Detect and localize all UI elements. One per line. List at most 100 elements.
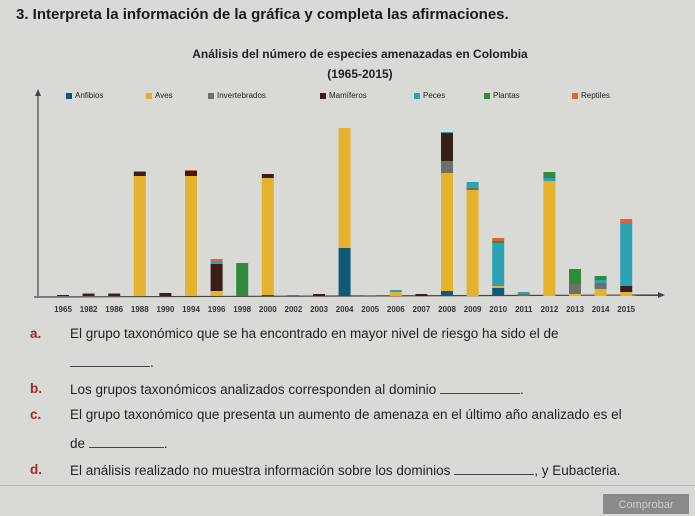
x-tick-label: 2008: [438, 305, 456, 314]
legend-item: Aves: [146, 91, 208, 100]
question-title: 3. Interpreta la información de la gráfi…: [16, 6, 509, 23]
bar-segment-peces: [492, 243, 505, 286]
bar-segment-plantas: [594, 276, 607, 280]
bar-segment-peces: [210, 261, 223, 264]
bar-segment-anfibios: [261, 295, 274, 296]
x-tick-label: 2015: [617, 305, 635, 314]
bar-segment-mamíferos: [159, 293, 172, 296]
x-tick-label: 1990: [157, 305, 175, 314]
x-tick-label: 2010: [489, 305, 507, 314]
bar-segment-mamíferos: [620, 286, 633, 292]
question-text: de: [70, 436, 86, 451]
x-tick-label: 2002: [285, 305, 303, 314]
x-tick-label: 2003: [310, 305, 328, 314]
bar-segment-invertebrados: [466, 188, 479, 190]
x-tick-label: 1986: [105, 305, 123, 314]
bar-segment-anfibios: [338, 248, 351, 296]
legend-swatch: [146, 92, 152, 99]
punct: .: [163, 436, 168, 451]
bar-segment-plantas: [543, 172, 556, 178]
bar-segment-reptiles: [185, 170, 197, 171]
bar-segment-aves: [441, 173, 453, 291]
x-tick-label: 1994: [182, 305, 200, 314]
legend-swatch: [484, 92, 490, 99]
bar-segment-aves: [389, 292, 402, 296]
x-axis-arrow: [658, 292, 665, 298]
legend-swatch: [66, 92, 72, 99]
x-tick-label: 1982: [80, 305, 98, 314]
bar-segment-invertebrados: [569, 284, 581, 294]
bar-segment-plantas: [492, 241, 505, 243]
x-tick-label: 2009: [464, 305, 482, 314]
bar-segment-invertebrados: [594, 283, 607, 289]
legend-label: Peces: [423, 91, 446, 100]
answer-d-blank[interactable]: [454, 462, 535, 475]
divider: [0, 485, 695, 486]
legend-label: Aves: [155, 91, 173, 100]
bar-segment-aves: [466, 190, 479, 296]
legend-item: Plantas: [484, 91, 572, 100]
legend-item: Invertebrados: [208, 91, 320, 100]
legend-item: Peces: [414, 91, 484, 100]
question-letter: b.: [30, 381, 42, 396]
punct: .: [150, 355, 154, 370]
bar-segment-peces: [466, 182, 479, 188]
answer-c-blank[interactable]: [88, 435, 164, 448]
legend-swatch: [320, 92, 326, 99]
bar-segment-mamíferos: [415, 294, 428, 296]
check-button[interactable]: Comprobar: [603, 494, 689, 514]
legend-label: Mamíferos: [329, 91, 367, 100]
question-letter: c.: [30, 407, 42, 422]
bar-segment-mamíferos: [185, 171, 197, 176]
bar-segment-aves: [338, 128, 351, 248]
bar-segment-reptiles: [133, 171, 146, 172]
question-text: Los grupos taxonómicos analizados corres…: [70, 382, 437, 397]
x-tick-label: 2012: [541, 305, 559, 314]
bar-segment-reptiles: [620, 219, 633, 223]
bar-segment-invertebrados: [287, 295, 300, 296]
legend-item: Anfibios: [66, 91, 146, 100]
bar-segment-invertebrados: [364, 295, 377, 296]
bar-segment-plantas: [236, 263, 249, 296]
legend-item: Reptiles: [572, 91, 610, 100]
legend-swatch: [208, 92, 214, 99]
x-tick-label: 2007: [413, 305, 431, 314]
legend-swatch: [572, 92, 578, 99]
bar-segment-aves: [594, 289, 607, 296]
answer-a-blank[interactable]: [70, 354, 150, 367]
x-tick-label: 2004: [336, 305, 354, 314]
legend-label: Reptiles: [581, 91, 610, 100]
stacked-bar-chart: 1965 1982 1986 1988 1990 1994 1996 1998 2000 2002…: [33, 89, 665, 314]
bar-segment-aves: [620, 292, 633, 296]
x-tick-label: 1965: [54, 305, 72, 314]
question-text: El grupo taxonómico que presenta un aume…: [70, 407, 622, 422]
bar-segment-peces: [517, 292, 530, 294]
y-axis-arrow: [35, 89, 41, 96]
x-tick-label: 2000: [259, 305, 277, 314]
bar-segment-peces: [543, 178, 556, 181]
bar-segment-anfibios: [441, 291, 453, 296]
x-tick-label: 1988: [131, 305, 149, 314]
bar-segment-reptiles: [492, 238, 505, 241]
bar-segment-mamíferos: [57, 295, 69, 296]
bar-segment-mamíferos: [108, 294, 121, 296]
answer-b-blank[interactable]: [440, 381, 520, 394]
x-tick-label: 1998: [233, 305, 251, 314]
legend-swatch: [414, 92, 420, 99]
bar-segment-mamíferos: [441, 133, 453, 161]
bar-segment-mamíferos: [133, 172, 146, 176]
bar-segment-aves: [492, 286, 505, 288]
bar-segment-aves: [569, 294, 581, 296]
bar-segment-aves: [543, 181, 556, 296]
legend-item: Mamíferos: [320, 91, 414, 100]
bar-segment-mamíferos: [210, 264, 223, 291]
x-tick-label: 2006: [387, 305, 405, 314]
x-tick-label: 1996: [208, 305, 226, 314]
bar-segment-mamíferos: [82, 294, 95, 296]
bar-segment-aves: [133, 176, 146, 296]
bar-segment-peces: [441, 132, 453, 133]
bar-segment-mamíferos: [261, 174, 274, 178]
bar-segment-invertebrados: [441, 161, 453, 173]
punct: , y Eubacteria.: [534, 463, 621, 478]
bar-segment-reptiles: [82, 293, 95, 294]
